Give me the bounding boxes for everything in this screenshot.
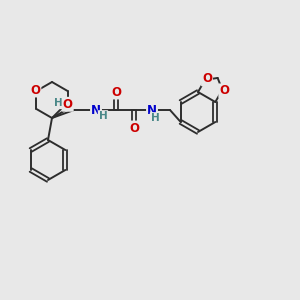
Text: N: N: [147, 103, 157, 116]
Text: H: H: [151, 113, 159, 123]
Text: H: H: [99, 111, 107, 121]
Text: O: O: [219, 84, 229, 98]
Text: O: O: [111, 85, 121, 98]
Text: O: O: [129, 122, 139, 134]
Text: O: O: [30, 83, 40, 97]
Text: O: O: [202, 72, 212, 86]
Text: H: H: [54, 98, 63, 108]
Text: O: O: [63, 98, 73, 111]
Text: N: N: [91, 103, 101, 116]
